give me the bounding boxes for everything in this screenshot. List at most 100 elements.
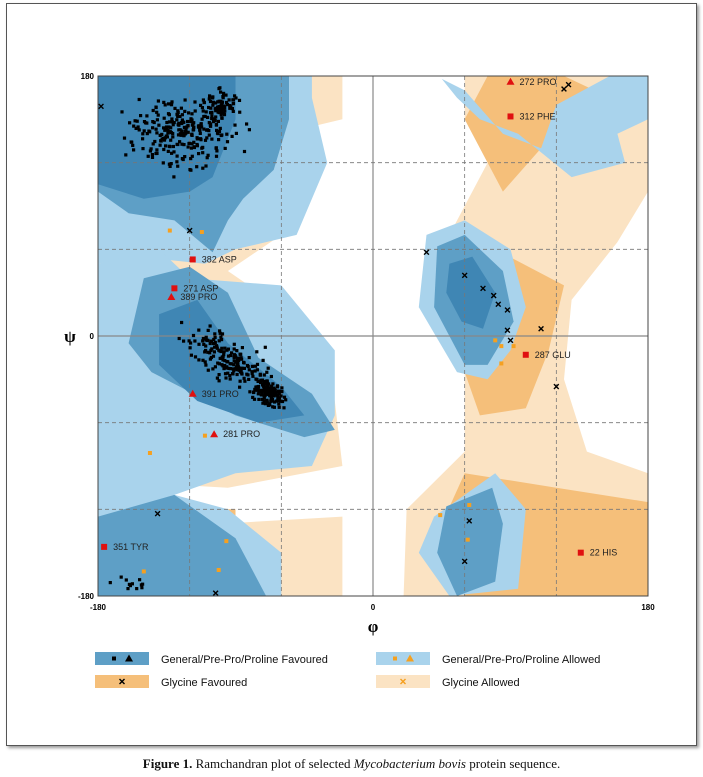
general-residue-mark [262, 396, 266, 400]
general-residue-mark [229, 105, 233, 109]
allowed-residue-mark [493, 338, 498, 343]
general-residue-mark [149, 147, 153, 151]
general-residue-mark [202, 100, 206, 104]
general-residue-mark [186, 145, 190, 149]
general-residue-mark [157, 123, 161, 127]
general-residue-mark [228, 377, 232, 381]
general-residue-mark [235, 361, 240, 365]
general-residue-mark [150, 155, 155, 159]
general-residue-mark [253, 369, 257, 373]
general-residue-mark [222, 367, 226, 371]
cross-stroke [565, 81, 572, 88]
general-residue-mark [216, 119, 220, 123]
outlier-triangle-mark [167, 293, 176, 300]
general-residue-mark [171, 123, 175, 127]
general-residue-mark [146, 154, 150, 158]
general-residue-mark [206, 350, 210, 354]
general-residue-mark [180, 121, 184, 125]
general-residue-mark [209, 348, 213, 352]
general-residue-mark [219, 335, 223, 339]
general-residue-mark [239, 352, 243, 356]
general-residue-mark [223, 359, 227, 363]
general-residue-mark [265, 400, 269, 404]
legend: General/Pre-Pro/Proline Favoured General/… [95, 652, 600, 689]
outlier-square-mark [101, 543, 108, 550]
general-residue-mark [228, 374, 232, 378]
general-residue-mark [269, 384, 274, 388]
general-residue-mark [148, 130, 152, 134]
general-residue-mark [206, 153, 210, 157]
general-residue-mark [217, 129, 222, 134]
general-residue-mark [214, 122, 219, 126]
general-residue-mark [132, 124, 136, 128]
glycine-residue-mark [553, 383, 560, 390]
outlier-label: 287 GLU [535, 350, 571, 360]
glycine-residue-mark [423, 249, 430, 256]
legend-label: Glycine Favoured [161, 677, 247, 689]
general-residue-mark [237, 358, 241, 362]
general-residue-mark [201, 98, 205, 102]
general-residue-mark [178, 140, 182, 144]
general-residue-mark [263, 389, 267, 393]
general-residue-mark [220, 111, 224, 115]
general-residue-mark [177, 123, 181, 127]
general-residue-mark [218, 329, 222, 333]
general-residue-mark [173, 106, 177, 110]
general-allowed-region [441, 76, 648, 178]
general-residue-mark [238, 385, 242, 389]
general-residue-mark [207, 121, 211, 125]
general-residue-mark [269, 392, 273, 396]
outlier-label: 281 PRO [223, 429, 260, 439]
general-residue-mark [234, 360, 238, 364]
legend-triangle-mark [406, 654, 414, 662]
general-residue-mark [139, 114, 143, 118]
general-residue-mark [186, 130, 190, 134]
general-residue-mark [256, 392, 260, 396]
general-residue-mark [160, 132, 164, 136]
general-residue-mark [212, 337, 216, 342]
cross-stroke [553, 383, 560, 390]
general-residue-mark [266, 385, 270, 389]
general-residue-mark [263, 381, 267, 385]
cross-stroke [504, 307, 511, 313]
general-residue-mark [167, 162, 171, 166]
general-residue-mark [183, 98, 187, 102]
general-residue-mark [214, 115, 218, 119]
legend-label: Glycine Allowed [442, 677, 520, 689]
general-residue-mark [259, 378, 263, 382]
general-residue-mark [162, 138, 167, 142]
general-residue-mark [170, 151, 174, 155]
general-residue-mark [145, 114, 149, 118]
general-residue-mark [223, 364, 227, 368]
general-residue-mark [211, 354, 216, 358]
general-residue-mark [140, 586, 144, 590]
general-residue-mark [219, 113, 223, 117]
general-residue-mark [154, 151, 158, 156]
general-residue-mark [242, 149, 247, 154]
general-residue-mark [242, 360, 246, 364]
general-residue-mark [145, 121, 149, 125]
general-residue-mark [204, 164, 208, 168]
allowed-residue-mark [202, 433, 207, 438]
general-residue-mark [217, 138, 221, 142]
general-residue-mark [277, 396, 281, 400]
general-residue-mark [197, 124, 201, 128]
general-residue-mark [225, 103, 230, 107]
general-residue-mark [190, 154, 194, 158]
general-residue-mark [221, 95, 225, 99]
caption-prefix: Figure 1. [142, 756, 193, 771]
general-residue-mark [220, 100, 225, 104]
general-residue-mark [255, 385, 259, 389]
outlier-triangle-mark [188, 389, 197, 397]
general-residue-mark [233, 94, 237, 98]
caption-species: Mycobacterium bovis [353, 756, 466, 771]
general-residue-mark [230, 134, 234, 138]
general-residue-mark [247, 356, 251, 360]
general-residue-mark [277, 399, 281, 403]
general-residue-mark [192, 145, 196, 149]
general-residue-mark [170, 120, 174, 124]
general-residue-mark [214, 154, 219, 158]
general-residue-mark [214, 109, 218, 113]
general-residue-mark [171, 144, 175, 149]
